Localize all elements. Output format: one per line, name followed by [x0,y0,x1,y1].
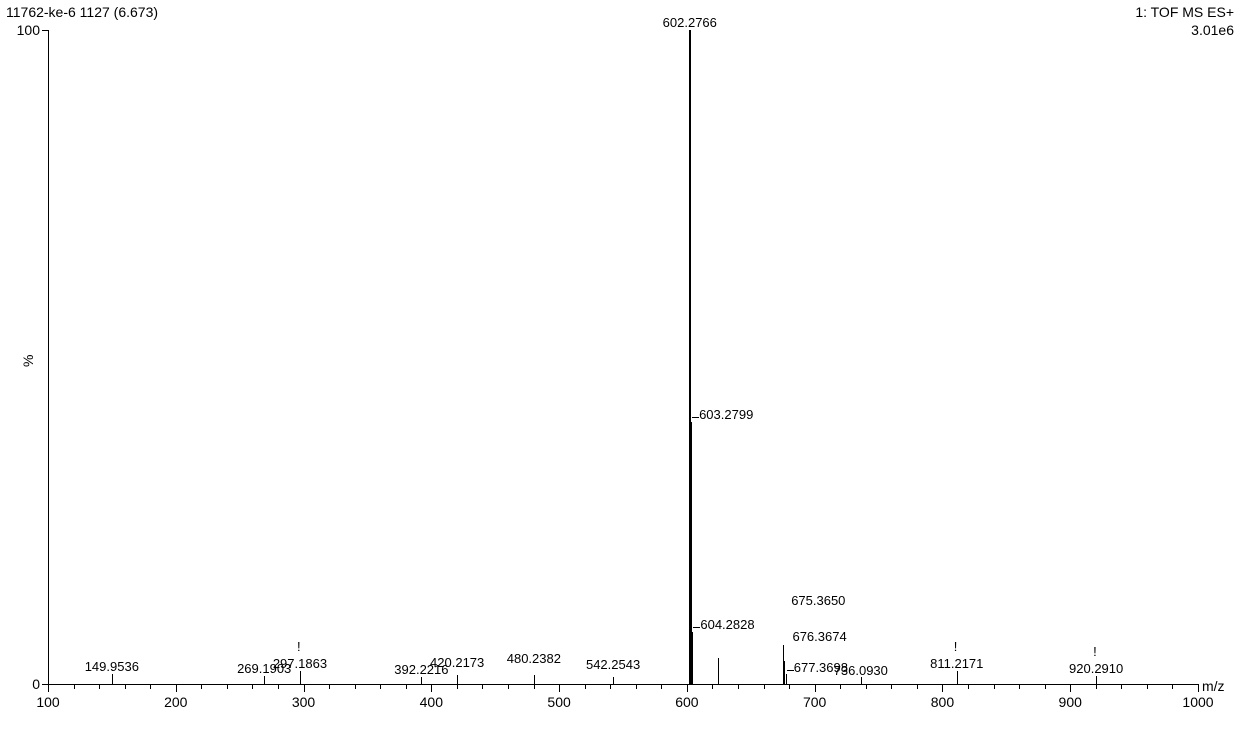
y-axis-title: % [20,355,36,367]
x-minor-tick [994,684,995,689]
x-minor-tick [738,684,739,689]
x-minor-tick [585,684,586,689]
y-cap [48,30,49,36]
peak-label: 149.9536 [77,659,147,674]
peak [264,676,265,684]
x-minor-tick [636,684,637,689]
x-tick-label: 300 [284,694,324,710]
peak-label: 736.0930 [826,663,896,678]
x-tick-label: 800 [922,694,962,710]
x-minor-tick [329,684,330,689]
x-minor-tick [534,684,535,689]
peak-label: 603.2799 [699,407,779,422]
x-tick [687,684,688,692]
peak-marker: ! [1093,644,1097,659]
chart-container: { "header": { "left": "11762-ke-6 1127 (… [0,0,1240,731]
x-minor-tick [74,684,75,689]
y-tick-label: 100 [6,22,40,38]
peak-label: 676.3674 [792,629,872,644]
peak [457,675,458,684]
x-tick-label: 900 [1050,694,1090,710]
x-minor-tick [764,684,765,689]
x-tick [815,684,816,692]
peak-label: 604.2828 [700,617,780,632]
x-tick-label: 400 [411,694,451,710]
peak-leader [693,627,700,628]
x-minor-tick [227,684,228,689]
x-minor-tick [508,684,509,689]
x-minor-tick [661,684,662,689]
x-minor-tick [1019,684,1020,689]
peak-label: 675.3650 [791,593,871,608]
x-minor-tick [840,684,841,689]
x-minor-tick [201,684,202,689]
peak [112,674,113,684]
plot-area: 01001002003004005006007008009001000m/z14… [48,30,1198,684]
peak [786,674,787,684]
x-tick [431,684,432,692]
x-minor-tick [968,684,969,689]
peak-label: 920.2910 [1061,661,1131,676]
x-tick [942,684,943,692]
x-tick-label: 1000 [1178,694,1218,710]
x-minor-tick [1121,684,1122,689]
x-tick-label: 700 [795,694,835,710]
x-axis-title: m/z [1202,678,1225,694]
peak-label: 480.2382 [499,651,569,666]
x-minor-tick [125,684,126,689]
peak-marker: ! [954,639,958,654]
peak [421,677,422,684]
x-minor-tick [917,684,918,689]
x-minor-tick [789,684,790,689]
x-tick [559,684,560,692]
peak [534,675,535,684]
x-tick-label: 100 [28,694,68,710]
x-tick [1198,684,1199,692]
x-minor-tick [1045,684,1046,689]
x-minor-tick [866,684,867,689]
x-minor-tick [150,684,151,689]
x-minor-tick [99,684,100,689]
peak [1096,676,1097,684]
peak-leader [787,670,794,671]
x-tick [176,684,177,692]
peak-leader [692,417,699,418]
peak-label: 602.2766 [655,15,725,30]
x-minor-tick [610,684,611,689]
x-minor-tick [380,684,381,689]
x-minor-tick [278,684,279,689]
x-minor-tick [252,684,253,689]
peak-label: 811.2171 [922,656,992,671]
peak [957,671,958,684]
peak-label: 542.2543 [578,657,648,672]
x-minor-tick [1172,684,1173,689]
x-minor-tick [1096,684,1097,689]
peak-label: 297.1863 [265,656,335,671]
x-tick-label: 600 [667,694,707,710]
x-axis [48,684,1198,685]
x-minor-tick [355,684,356,689]
x-minor-tick [457,684,458,689]
x-minor-tick [891,684,892,689]
y-tick-label: 0 [6,676,40,692]
header-right-1: 1: TOF MS ES+ [1135,4,1234,20]
x-minor-tick [712,684,713,689]
peak [692,632,693,684]
header-left: 11762-ke-6 1127 (6.673) [6,4,158,20]
x-tick [1070,684,1071,692]
peak [300,671,301,684]
peak [613,677,614,684]
y-axis [48,30,49,684]
x-minor-tick [1147,684,1148,689]
x-tick [48,684,49,692]
peak-marker: ! [297,639,301,654]
x-tick-label: 500 [539,694,579,710]
peak-label: 420.2173 [422,655,492,670]
x-tick [304,684,305,692]
x-minor-tick [482,684,483,689]
x-tick-label: 200 [156,694,196,710]
peak [718,658,719,684]
x-minor-tick [406,684,407,689]
